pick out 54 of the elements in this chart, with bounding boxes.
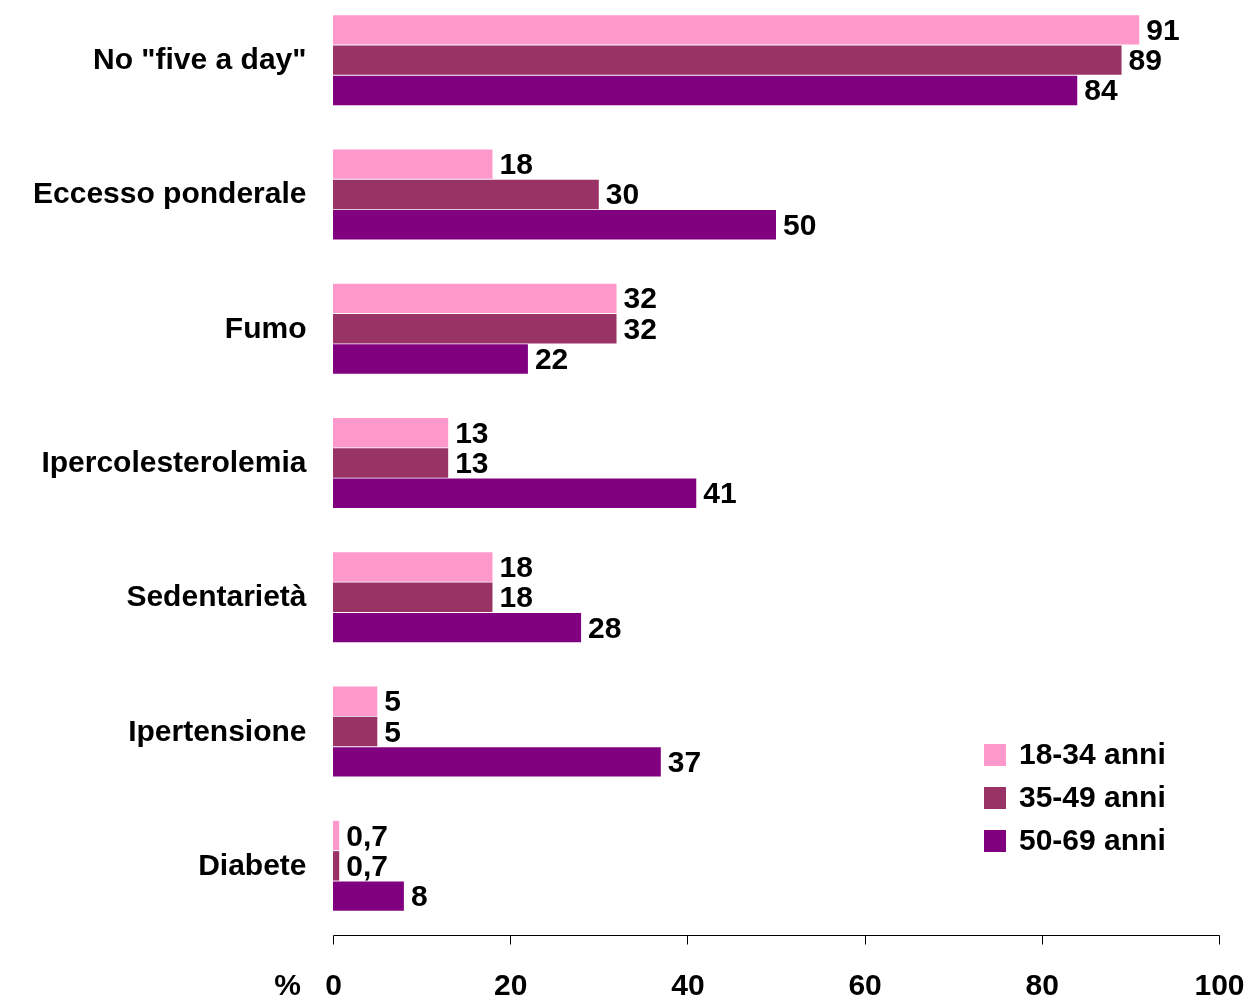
data-label: 50 (783, 207, 817, 241)
data-label: 89 (1128, 43, 1162, 77)
bar (333, 75, 1078, 106)
bar (333, 15, 1140, 45)
bar (333, 283, 617, 314)
legend-label: 50-69 anni (1019, 823, 1166, 856)
y-tick-label: Fumo (224, 310, 307, 344)
y-tick-label: Ipercolesterolemia (41, 445, 307, 478)
y-tick-label: Sedentarietà (126, 579, 307, 613)
x-tick-label: 100 (1194, 967, 1245, 1001)
bar (333, 612, 582, 643)
data-label: 28 (588, 610, 622, 644)
bar (333, 210, 776, 240)
data-label: 18 (499, 549, 533, 583)
bar (333, 448, 449, 478)
y-tick-label: No "five a day" (92, 42, 307, 76)
bar (333, 820, 340, 851)
bar (333, 418, 449, 448)
bar (333, 851, 340, 881)
bar (333, 716, 378, 747)
data-label: 91 (1146, 12, 1180, 46)
x-tick-label: 0 (325, 967, 342, 1001)
data-label: 18 (499, 580, 533, 614)
legend-label: 35-49 anni (1019, 780, 1166, 813)
x-tick-label: 20 (494, 967, 528, 1001)
bar (333, 747, 661, 777)
x-axis-title: % (274, 967, 301, 1001)
bar (333, 552, 493, 582)
x-tick-label: 80 (1025, 967, 1059, 1001)
bar (333, 179, 599, 210)
bar (333, 881, 404, 911)
data-label: 13 (455, 446, 489, 479)
bar (333, 686, 378, 716)
data-label: 41 (703, 476, 737, 510)
x-tick-label: 40 (671, 967, 705, 1001)
bar (333, 45, 1122, 75)
y-tick-label: Diabete (198, 847, 307, 881)
bar (333, 478, 697, 508)
data-label: 8 (410, 879, 428, 913)
data-label: 30 (605, 177, 640, 211)
data-label: 18 (499, 147, 533, 181)
y-tick-label: Ipertensione (128, 713, 307, 747)
data-label: 0,7 (346, 818, 388, 852)
data-label: 13 (455, 415, 489, 449)
data-label: 37 (667, 744, 702, 778)
x-tick-label: 60 (848, 967, 882, 1001)
bar (333, 582, 493, 612)
bar (333, 314, 617, 344)
bar (333, 344, 528, 374)
legend-label: 18-34 anni (1019, 737, 1166, 770)
data-label: 84 (1084, 73, 1118, 107)
data-label: 22 (534, 342, 569, 376)
y-tick-label: Eccesso ponderale (33, 176, 307, 210)
bar (333, 149, 493, 179)
